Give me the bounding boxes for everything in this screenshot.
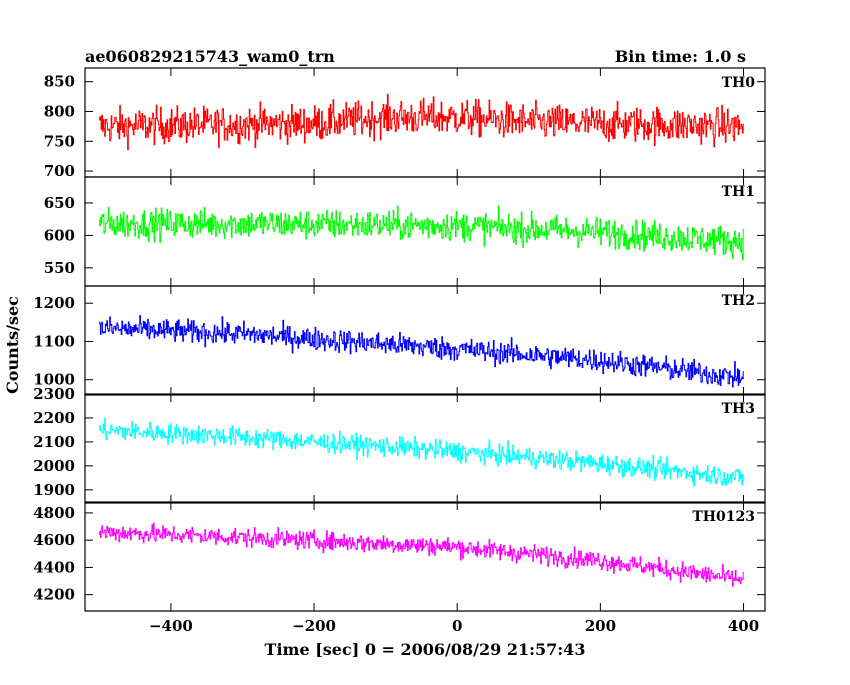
x-tick-label: 400 bbox=[728, 617, 759, 635]
y-tick-label: 1100 bbox=[33, 332, 75, 350]
panel-label-th0123: TH0123 bbox=[692, 509, 755, 525]
x-tick-label: 0 bbox=[452, 617, 462, 635]
series-line-th0 bbox=[98, 93, 744, 151]
y-tick-label: 1000 bbox=[33, 371, 75, 389]
y-tick-label: 2100 bbox=[33, 433, 75, 451]
series-line-th2 bbox=[98, 315, 744, 388]
series-line-th3 bbox=[98, 418, 744, 487]
y-tick-label: 1900 bbox=[33, 481, 75, 499]
panel-frame bbox=[84, 176, 766, 287]
panel-th0: 700 750 800 850 TH0 bbox=[44, 67, 766, 180]
y-tick-label: 2300 bbox=[33, 385, 75, 403]
panel-label-th2: TH2 bbox=[722, 293, 755, 309]
y-tick-label: 2000 bbox=[33, 457, 75, 475]
panel-th0123: 4200 4400 4600 4800 TH0123 bbox=[33, 501, 766, 612]
panels-group: 700 750 800 850 TH0 550 600 650 TH1 1000 1100 1200 T… bbox=[33, 67, 766, 612]
panel-frame bbox=[84, 501, 766, 612]
y-tick-label: 750 bbox=[44, 132, 75, 150]
x-tick-label: −200 bbox=[292, 617, 336, 635]
panel-th2: 1000 1100 1200 TH2 bbox=[33, 285, 766, 396]
x-axis-label: Time [sec] 0 = 2006/08/29 21:57:43 bbox=[265, 640, 586, 659]
panel-th3: 1900 2000 2100 2200 2300 TH3 bbox=[33, 385, 766, 504]
panel-label-th0: TH0 bbox=[722, 75, 756, 91]
y-tick-label: 800 bbox=[44, 102, 75, 120]
x-tick-label: −400 bbox=[149, 617, 193, 635]
y-tick-label: 700 bbox=[44, 162, 75, 180]
bin-time-label: Bin time: 1.0 s bbox=[615, 47, 746, 66]
plot-title: ae060829215743_wam0_trn bbox=[85, 47, 335, 66]
y-tick-label: 600 bbox=[44, 226, 75, 244]
y-tick-label: 550 bbox=[44, 259, 75, 277]
x-axis: −400 −200 0 200 400 bbox=[149, 617, 759, 635]
panel-label-th1: TH1 bbox=[722, 184, 755, 200]
y-tick-label: 2200 bbox=[33, 409, 75, 427]
panel-frame bbox=[84, 285, 766, 396]
x-tick-label: 200 bbox=[585, 617, 616, 635]
panel-label-th3: TH3 bbox=[722, 401, 755, 417]
panel-frame bbox=[84, 393, 766, 504]
y-tick-label: 4800 bbox=[33, 504, 75, 522]
y-tick-label: 1200 bbox=[33, 294, 75, 312]
panel-th1: 550 600 650 TH1 bbox=[44, 176, 766, 287]
series-line-th0123 bbox=[98, 522, 744, 587]
series-line-th1 bbox=[98, 205, 744, 261]
y-tick-label: 4400 bbox=[33, 558, 75, 576]
y-tick-label: 850 bbox=[44, 73, 75, 91]
y-tick-label: 650 bbox=[44, 194, 75, 212]
y-tick-label: 4200 bbox=[33, 586, 75, 604]
y-tick-label: 4600 bbox=[33, 531, 75, 549]
y-axis-label: Counts/sec bbox=[3, 296, 22, 394]
